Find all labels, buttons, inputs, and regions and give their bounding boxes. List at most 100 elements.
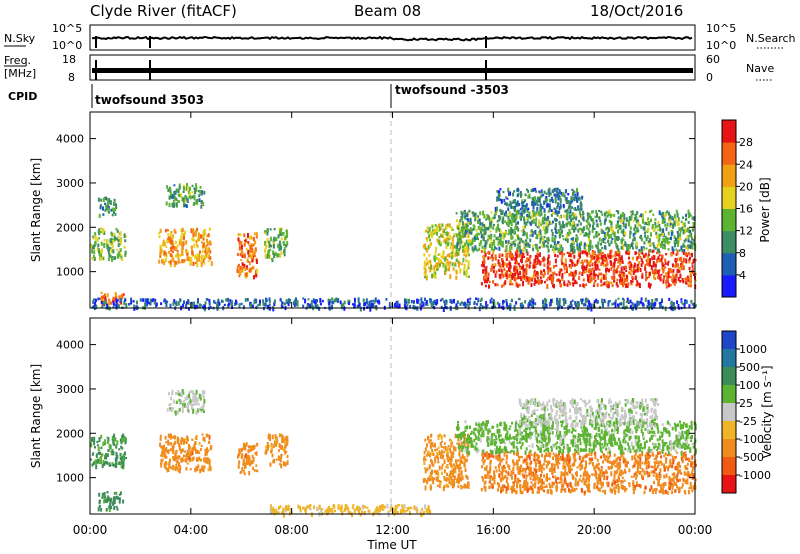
power-cell-9: [576, 223, 579, 227]
power-cell-9: [456, 245, 459, 249]
power-cell-9: [666, 239, 669, 244]
power-cell-9: [480, 231, 482, 234]
power-cell-9: [588, 245, 591, 248]
power-cell-3: [167, 250, 170, 254]
vel-cell-7: [531, 474, 534, 477]
vel-cell-3: [189, 396, 191, 401]
power-cell-9: [471, 240, 474, 245]
power-cell-10: [546, 198, 549, 202]
power-cell-9: [615, 224, 618, 229]
power-cell-5: [253, 275, 255, 280]
vel-cell-1: [103, 496, 106, 501]
power-cell-9: [671, 216, 674, 221]
power-cell-9: [683, 249, 686, 252]
power-cell-9: [550, 213, 553, 217]
vel-cell-3: [186, 402, 189, 408]
power-cell-9: [656, 225, 659, 228]
power-cell-9: [627, 246, 630, 250]
power-cell-7: [434, 229, 437, 233]
power-cell-7: [447, 261, 450, 266]
power-cell-3: [207, 241, 209, 245]
vel-cell-0: [96, 459, 99, 464]
power-cell-9: [571, 212, 574, 216]
power-cell-7: [430, 264, 433, 270]
power-cell-10: [575, 191, 578, 194]
power-cell-7: [424, 268, 427, 274]
power-cell-1: [113, 198, 116, 203]
power-cell-2: [114, 293, 117, 298]
power-cell-11: [198, 303, 201, 308]
vel-cell-0: [115, 457, 118, 462]
power-cell-8: [514, 262, 517, 265]
power-cell-9: [636, 211, 639, 215]
vel-cell-1: [113, 498, 115, 502]
power-cell-11: [268, 306, 271, 311]
power-cell-9: [499, 233, 501, 238]
vel-cell-1: [103, 492, 106, 495]
power-cell-11: [672, 302, 675, 305]
power-cell-5: [238, 263, 240, 267]
vel-cell-1: [118, 501, 121, 504]
power-cell-0: [119, 248, 122, 252]
power-cell-4: [196, 199, 199, 203]
power-cell-8: [582, 271, 585, 274]
power-cell-10: [511, 206, 514, 210]
power-cell-11: [250, 303, 253, 308]
power-cell-7: [462, 260, 465, 263]
power-cell-0: [103, 244, 106, 249]
power-cell-0: [118, 251, 121, 254]
power-cell-8: [588, 268, 590, 273]
power-cell-10: [536, 197, 539, 202]
power-cell-8: [560, 250, 563, 254]
power-cell-10: [565, 189, 567, 194]
power-cell-11: [200, 304, 202, 307]
power-cell-8: [690, 253, 693, 256]
power-cell-9: [583, 245, 586, 250]
power-cell-11: [388, 304, 391, 309]
power-cell-7: [467, 249, 469, 252]
vel-cell-3: [190, 389, 193, 394]
power-cell-8: [579, 251, 582, 254]
vel-cell-1: [98, 504, 101, 508]
vel-cell-0: [103, 462, 106, 466]
vel-cell-2: [168, 461, 171, 466]
vel-cell-2: [177, 468, 180, 473]
power-cell-8: [569, 282, 571, 286]
power-cell-11: [574, 301, 577, 306]
power-cell-10: [523, 208, 526, 213]
vel-cell-2: [196, 468, 199, 472]
power-cell-5: [240, 259, 243, 261]
vel-cell-2: [176, 436, 179, 441]
vel-cell-7: [564, 468, 567, 472]
power-cell-6: [280, 237, 283, 241]
power-cell-8: [636, 281, 639, 286]
vel-cell-3: [186, 395, 189, 400]
power-cell-5: [239, 252, 242, 257]
power-cell-7: [462, 224, 465, 228]
power-cell-8: [662, 270, 665, 274]
power-cell-10: [574, 193, 577, 197]
power-cell-9: [570, 238, 573, 241]
vel-cell-3: [181, 389, 184, 393]
power-cell-11: [562, 302, 565, 306]
vel-cell-6: [464, 468, 467, 473]
power-cell-9: [604, 217, 607, 221]
power-cell-9: [544, 217, 547, 221]
power-cell-9: [575, 223, 578, 227]
power-cell-9: [669, 223, 672, 226]
power-cell-9: [661, 246, 664, 250]
vel-cell-5: [270, 448, 273, 453]
power-cell-10: [526, 188, 528, 191]
power-cell-6: [277, 253, 280, 257]
vel-cell-6: [431, 448, 434, 452]
power-cell-9: [461, 227, 464, 232]
power-cell-3: [196, 227, 199, 232]
power-cell-9: [593, 235, 596, 239]
power-cell-6: [283, 253, 286, 257]
vel-cell-7: [565, 461, 568, 466]
vel-cell-4: [244, 444, 247, 449]
power-cell-7: [428, 266, 431, 270]
power-cell-9: [535, 245, 538, 249]
power-cell-3: [206, 250, 209, 256]
power-cell-3: [192, 232, 195, 238]
